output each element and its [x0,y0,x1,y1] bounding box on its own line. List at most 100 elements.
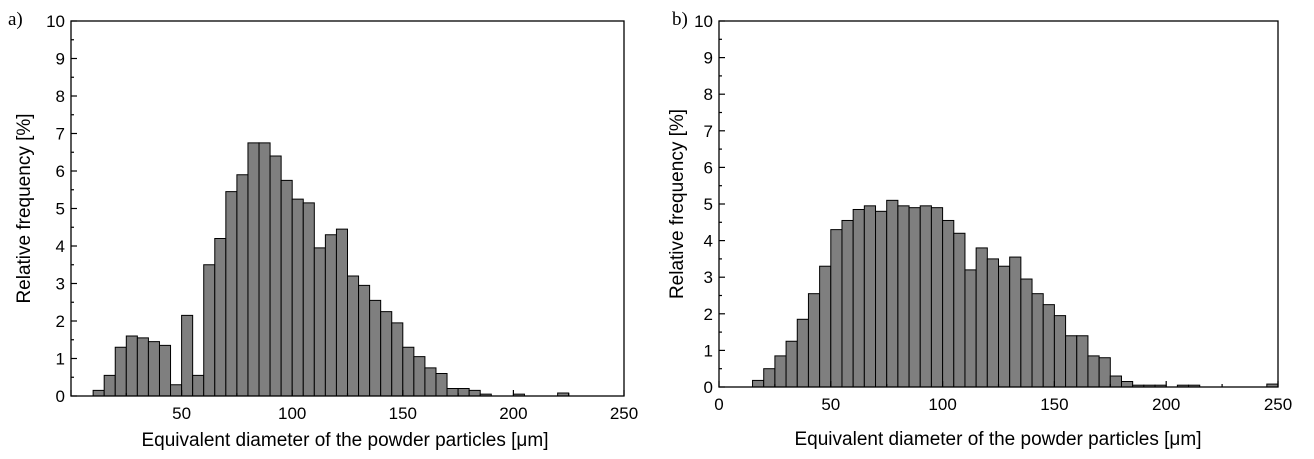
y-axis-title: Relative frequency [%] [667,109,688,299]
y-tick-label: 1 [704,341,713,360]
histogram-bar [908,207,921,388]
histogram-bar [291,198,304,397]
x-tick-label: 200 [1152,395,1180,414]
histogram-bar [1031,293,1044,388]
histogram-bar [158,344,172,397]
histogram-bar [1098,357,1111,388]
x-tick-label: 50 [172,404,191,423]
histogram-bar [225,191,238,397]
histogram-bar [114,346,127,397]
histogram-bar [875,210,888,388]
histogram-bar [302,202,315,397]
histogram-bar [347,275,360,397]
histogram-bar [763,368,776,388]
y-tick-label: 1 [56,350,65,369]
histogram-bar [886,199,899,388]
y-axis-title: Relative frequency [%] [14,113,35,303]
histogram-bar [1009,256,1022,388]
x-tick-label: 150 [1040,395,1068,414]
y-tick-label: 5 [56,200,65,219]
histogram-bar [369,299,382,397]
y-tick-label: 3 [704,268,713,287]
y-tick-label: 0 [704,378,713,397]
histogram-bar [774,355,787,388]
histogram-bar [203,264,216,397]
histogram-bar [136,337,149,397]
y-tick-label: 2 [704,305,713,324]
histogram-bar [1076,335,1089,388]
histogram-bar [1120,381,1134,388]
histogram-bar [358,284,371,397]
panel-label: b) [672,9,688,30]
y-tick-label: 10 [46,12,65,31]
x-tick-label: 50 [821,395,840,414]
y-tick-label: 4 [56,237,65,256]
histogram-bar [435,373,448,397]
y-tick-label: 2 [56,312,65,331]
y-tick-label: 7 [56,125,65,144]
histogram-bar [796,318,809,388]
y-tick-label: 9 [56,50,65,69]
histogram-bar [192,374,205,397]
y-tick-label: 6 [56,162,65,181]
x-tick-label: 250 [610,404,638,423]
histogram-bar [1053,315,1067,388]
histogram-bar [413,356,426,397]
histogram-bar [468,389,481,397]
histogram-bar [953,232,966,388]
histogram-bar [236,174,249,397]
histogram-bar [181,314,194,397]
x-axis-title: Equivalent diameter of the powder partic… [795,429,1202,450]
histogram-bar [807,293,821,388]
histogram-bar [986,258,1000,388]
histogram-bar [335,228,349,397]
histogram-bar [1042,304,1055,388]
histogram-bar [280,179,293,397]
histogram-bar [852,208,865,388]
histogram-bar [964,269,977,388]
histogram-bar [942,219,955,388]
histogram-bar [247,142,260,397]
histogram-bar [930,207,944,388]
histogram-bar [1020,278,1033,388]
x-tick-label: 150 [389,404,417,423]
histogram-bar [258,142,271,397]
histogram-bar [897,205,910,388]
histogram-bar [92,389,105,397]
histogram-bar [402,346,415,397]
x-tick-label: 100 [928,395,956,414]
histogram-bar [785,340,798,388]
y-tick-label: 0 [56,387,65,406]
y-tick-label: 7 [704,122,713,141]
histogram-bar [269,155,282,397]
histogram-bar [147,341,160,397]
histogram-bar [919,205,932,388]
x-tick-label: 250 [1264,395,1292,414]
y-tick-label: 8 [56,87,65,106]
histogram-bar [1109,375,1122,388]
histogram-bar [752,379,765,388]
histogram-bar [313,247,326,397]
histogram-bar [1087,355,1100,388]
histogram-bar [975,247,988,388]
histogram-bar [380,311,393,397]
histogram-bar [391,322,404,397]
y-tick-label: 9 [704,49,713,68]
x-tick-label: 0 [714,395,723,414]
y-tick-label: 6 [704,158,713,177]
histogram-bar [841,219,854,388]
y-tick-label: 5 [704,195,713,214]
histogram-bar [214,238,227,397]
panel-label: a) [8,9,23,30]
histogram-bar [457,388,470,397]
y-tick-label: 3 [56,275,65,294]
histogram-bar [170,384,183,397]
y-tick-label: 10 [694,12,713,31]
histogram-bar [998,265,1011,388]
x-tick-label: 100 [278,404,306,423]
y-tick-label: 4 [704,232,713,251]
histogram-bar [424,367,437,397]
chart-panel-a: 0 1 2 3 4 5 6 7 8 9 10 50 100 150 200 250 a) Equivalent d… [8,9,638,451]
